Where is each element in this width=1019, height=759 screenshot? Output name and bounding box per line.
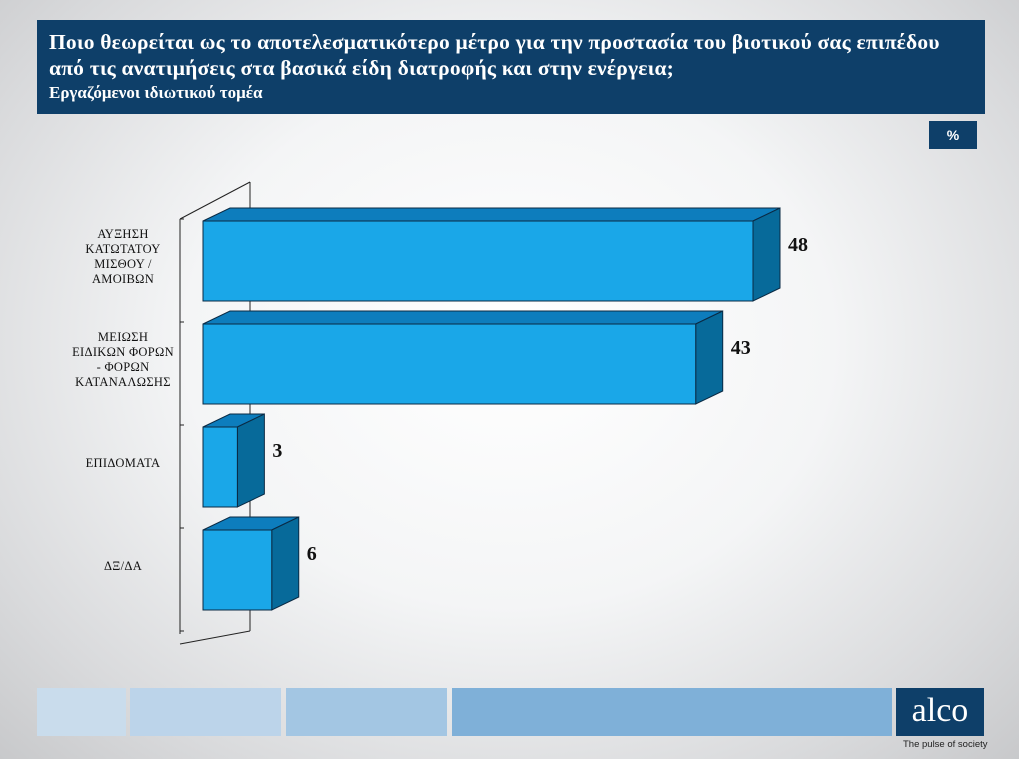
bar-side-face <box>752 207 781 302</box>
unit-badge: % <box>929 121 977 149</box>
category-label: ΑΥΞΗΣΗ ΚΑΤΩΤΑΤΟΥ ΜΙΣΘΟΥ / ΑΜΟΙΒΩΝ <box>85 227 161 286</box>
footer-strip-segment <box>130 688 281 736</box>
value-label: 43 <box>730 337 751 359</box>
logo-tagline: The pulse of society <box>903 739 988 750</box>
chart-title: Ποιο θεωρείται ως το αποτελεσματικότερο … <box>49 30 940 80</box>
bar-1 <box>202 220 754 302</box>
bar-side-face <box>271 516 300 611</box>
value-label: 6 <box>306 543 317 565</box>
alco-logo: alco <box>896 688 984 736</box>
category-label: ΔΞ/ΔΑ <box>103 558 143 573</box>
bar-3 <box>202 426 238 508</box>
axis-floor-line <box>179 630 251 645</box>
footer-strip-segment <box>452 688 892 736</box>
bar-top-face <box>202 207 781 222</box>
bar-side-face <box>236 413 265 508</box>
bar-4 <box>202 529 273 611</box>
category-label: ΕΠΙΔΟΜΑΤΑ <box>85 455 161 470</box>
bar-side-face <box>695 310 724 405</box>
value-label: 48 <box>788 234 808 256</box>
chart-subtitle: Εργαζόμενοι ιδιωτικού τομέα <box>49 83 263 102</box>
bar-2 <box>202 323 697 405</box>
category-label: ΜΕΙΩΣΗ ΕΙΔΙΚΩΝ ΦΟΡΩΝ - ΦΟΡΩΝ ΚΑΤΑΝΑΛΩΣΗΣ <box>72 330 174 389</box>
axis-top-line <box>179 181 251 220</box>
bar-top-face <box>202 310 723 325</box>
footer-strip-segment <box>286 688 447 736</box>
value-label: 3 <box>272 440 283 462</box>
footer-strip-segment <box>37 688 126 736</box>
title-banner: Ποιο θεωρείται ως το αποτελεσματικότερο … <box>37 20 985 114</box>
